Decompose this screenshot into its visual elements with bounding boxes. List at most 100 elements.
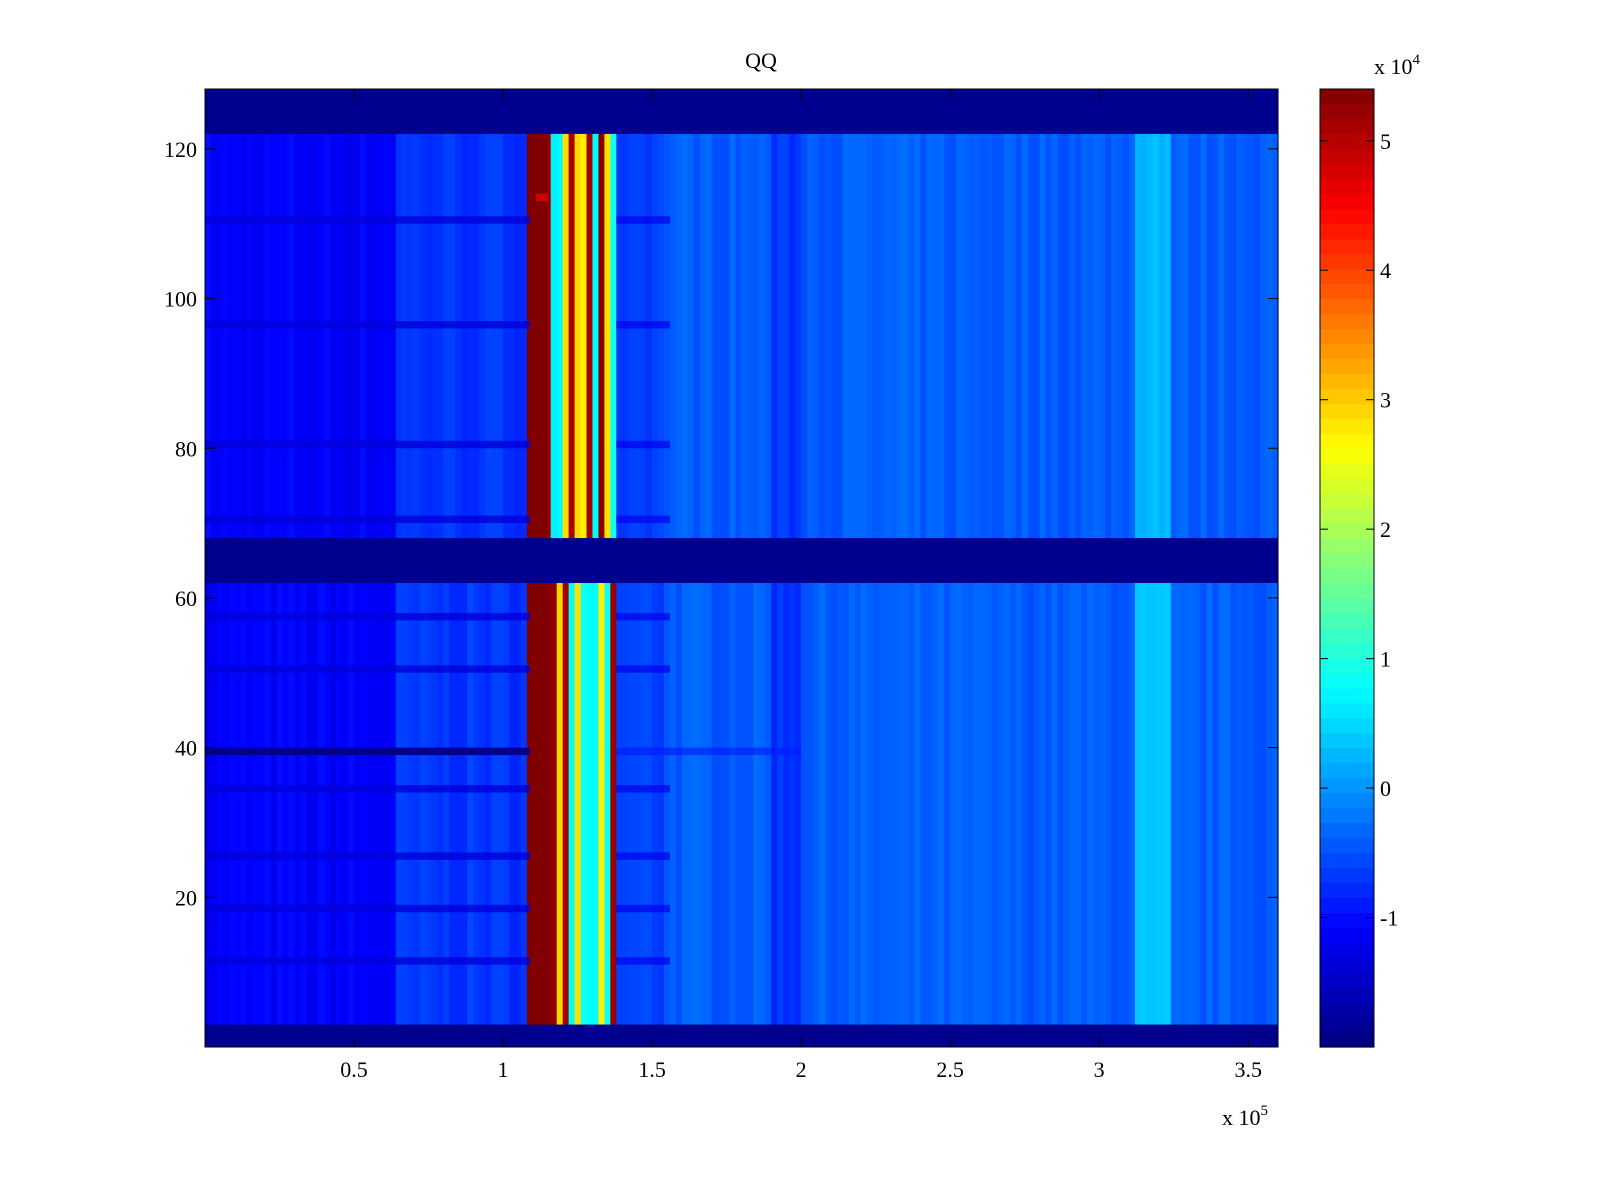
heatmap-cell	[711, 582, 719, 1025]
heatmap-highlight-cell	[535, 193, 548, 202]
heatmap-cell	[824, 133, 832, 539]
heatmap-cell	[461, 582, 468, 1025]
heatmap-cell	[1140, 582, 1148, 1025]
colorbar-step	[1320, 792, 1374, 809]
heatmap-cell	[1117, 582, 1124, 1025]
x-tick-label: 1.5	[638, 1057, 666, 1082]
heatmap-cell	[771, 133, 778, 539]
heatmap-cell	[330, 133, 337, 539]
heatmap-cell	[759, 133, 766, 539]
heatmap-cell	[944, 582, 951, 1025]
heatmap-cell	[973, 582, 981, 1025]
colorbar-step	[1320, 193, 1374, 210]
colorbar-tick-label: 1	[1380, 647, 1391, 672]
heatmap-cell	[1075, 133, 1082, 539]
heatmap-cell	[324, 133, 331, 539]
heatmap-cell	[1218, 133, 1225, 539]
heatmap-cell	[258, 133, 266, 539]
heatmap-cell	[664, 582, 671, 1025]
heatmap-cell	[529, 582, 548, 1025]
heatmap-cell	[818, 133, 826, 539]
heatmap-cell	[908, 133, 915, 539]
heatmap-cell	[759, 582, 766, 1025]
heatmap-cell	[580, 582, 588, 1025]
heatmap-cell	[294, 582, 301, 1025]
heatmap-cell	[1087, 582, 1094, 1025]
colorbar-step	[1320, 418, 1374, 434]
heatmap-cell	[962, 133, 969, 539]
heatmap-cell	[1099, 582, 1106, 1025]
heatmap-cell	[997, 133, 1005, 539]
heatmap-cell	[1009, 133, 1017, 539]
heatmap-cell	[365, 582, 373, 1025]
heatmap-cell	[1176, 582, 1184, 1025]
heatmap-cell	[1248, 582, 1255, 1025]
y-tick-label: 100	[164, 287, 197, 312]
heatmap-cell	[1206, 133, 1214, 539]
colorbar-step	[1320, 538, 1374, 554]
heatmap-cell	[628, 133, 635, 539]
heatmap-cell	[813, 133, 820, 539]
heatmap-cell	[872, 133, 880, 539]
heatmap-row-streak	[616, 957, 670, 965]
heatmap-cell	[854, 133, 862, 539]
heatmap-cell	[866, 133, 874, 539]
colorbar-step	[1320, 208, 1374, 225]
heatmap-cell	[556, 133, 564, 539]
heatmap-cell	[389, 133, 397, 539]
heatmap-cell	[1015, 582, 1023, 1025]
heatmap-cell	[956, 133, 963, 539]
colorbar-step	[1320, 867, 1374, 883]
heatmap-cell	[658, 582, 665, 1025]
heatmap-cell	[1146, 582, 1154, 1025]
colorbar-step	[1320, 972, 1374, 988]
heatmap-cell	[878, 582, 886, 1025]
colorbar-tick-label: 4	[1380, 258, 1391, 283]
heatmap-cell	[652, 133, 659, 539]
heatmap-cell	[1063, 582, 1070, 1025]
colorbar-ticks: -1 0 1 2 3 4 5	[1320, 129, 1398, 931]
heatmap-cell	[836, 582, 844, 1025]
heatmap-cell	[1039, 582, 1047, 1025]
heatmap-cell	[1260, 133, 1267, 539]
heatmap-cell	[908, 582, 915, 1025]
heatmap-cell	[985, 582, 993, 1025]
heatmap-cell	[431, 582, 439, 1025]
heatmap-cell	[848, 133, 856, 539]
heatmap-cell	[1081, 133, 1088, 539]
heatmap-cell	[407, 582, 415, 1025]
colorbar-step	[1320, 747, 1374, 764]
heatmap-cell	[449, 133, 456, 539]
y-tick-label: 40	[175, 736, 197, 761]
heatmap-cell	[234, 582, 242, 1025]
heatmap-cell	[735, 582, 743, 1025]
colorbar-step	[1320, 523, 1374, 539]
heatmap-cell	[1272, 582, 1279, 1025]
heatmap-cell	[276, 582, 284, 1025]
heatmap-cell	[1254, 582, 1261, 1025]
heatmap-cell	[550, 582, 558, 1025]
heatmap-cell	[1242, 582, 1249, 1025]
heatmap-cell	[1230, 133, 1237, 539]
colorbar-step	[1320, 223, 1374, 240]
heatmap-cell	[926, 133, 933, 539]
heatmap-cell	[717, 582, 725, 1025]
heatmap-cell	[681, 582, 689, 1025]
heatmap-cell	[771, 582, 778, 1025]
heatmap-cell	[574, 133, 582, 539]
heatmap-cell	[884, 582, 892, 1025]
heatmap-cell	[348, 133, 355, 539]
heatmap-cell	[383, 133, 391, 539]
heatmap-cell	[580, 133, 588, 539]
heatmap-cell	[431, 133, 439, 539]
heatmap-row-streak	[616, 904, 670, 913]
heatmap-cell	[693, 582, 701, 1025]
heatmap-cell	[950, 582, 957, 1025]
heatmap-cell	[896, 582, 904, 1025]
heatmap-cell	[1206, 582, 1214, 1025]
heatmap-cell	[455, 133, 462, 539]
colorbar-multiplier-label: x 104	[1374, 52, 1421, 79]
heatmap-cell	[497, 582, 504, 1025]
heatmap-cell	[1140, 133, 1148, 539]
